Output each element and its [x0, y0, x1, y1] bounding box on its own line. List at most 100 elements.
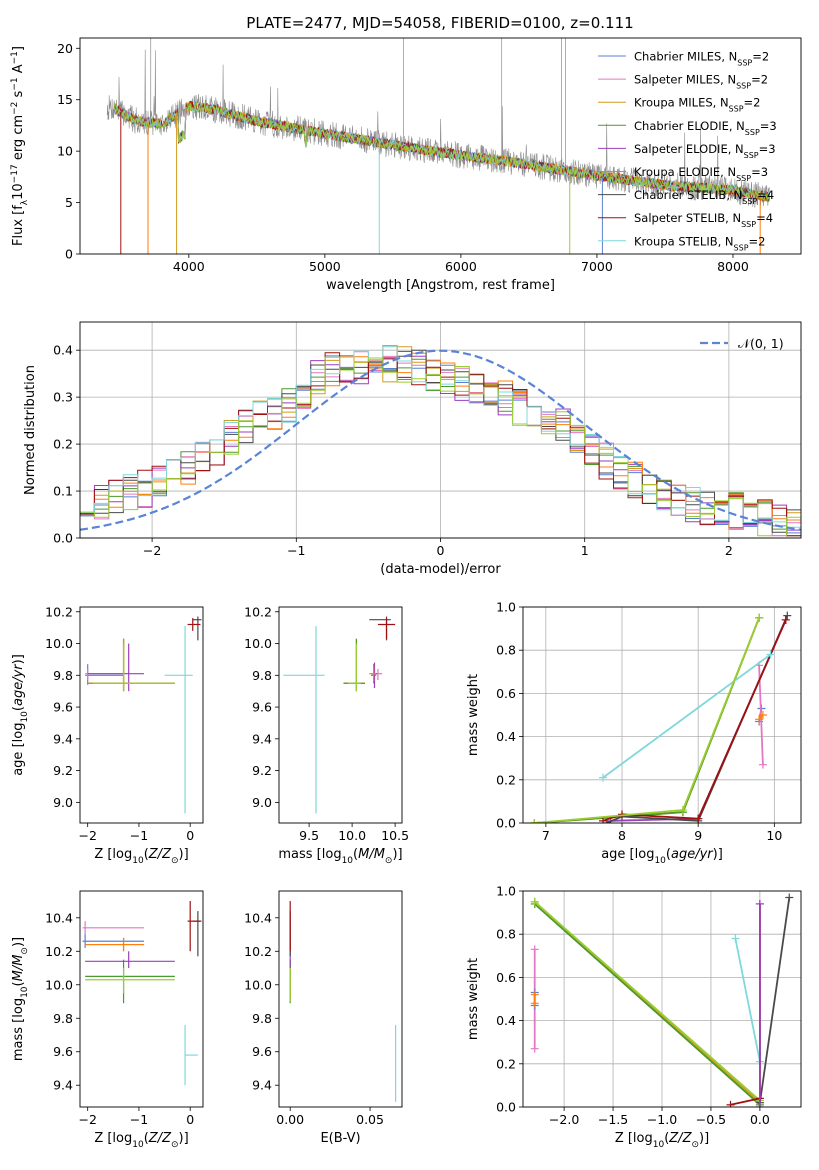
axes-frame [522, 606, 802, 824]
legend-label-tail: =4 [757, 188, 774, 202]
y-axis-label-part: 10 [20, 711, 30, 723]
x-axis-label-part: 10 [132, 1140, 144, 1150]
x-tick-label: 0 [437, 543, 445, 558]
errorbar-chabrier-miles [85, 664, 124, 685]
y-axis-label-part: mass weight [466, 958, 481, 1040]
axes-frame [79, 321, 802, 539]
y-tick-label: 0.0 [53, 531, 73, 546]
weight-marker [731, 934, 740, 943]
y-tick-label: 0.4 [53, 343, 73, 358]
x-axis-label-part: 10 [654, 856, 666, 866]
x-axis-label: wavelength [Angstrom, rest frame] [326, 278, 555, 293]
y-axis-label: mass weight [466, 674, 481, 756]
x-tick-label: 8000 [717, 259, 749, 274]
x-tick-label: −2.0 [549, 1112, 579, 1127]
legend-label-sub: SSP [745, 127, 760, 136]
x-tick-label: 6000 [445, 259, 477, 274]
weight-marker [783, 611, 792, 620]
errorbar-salpeter-stelib [187, 901, 201, 952]
y-axis-label-part: A [11, 64, 26, 77]
y-tick-label: 0.2 [496, 772, 516, 787]
y-tick-label: 9.2 [53, 763, 73, 778]
errorbar-chabrier-stelib [192, 616, 202, 641]
x-tick-label: −1 [287, 543, 305, 558]
y-tick-label: 9.4 [53, 1078, 73, 1093]
y-axis-label-part: )] [11, 654, 26, 664]
y-tick-label: 1.0 [496, 884, 516, 899]
legend-label-tail: =3 [759, 142, 776, 156]
y-tick-label: 10.4 [244, 910, 272, 925]
errorbar-salpeter-miles [85, 668, 124, 681]
legend-label-sub: SSP [734, 243, 749, 252]
plot-area-residual_hist [80, 345, 801, 537]
plot-area-weight_vs_age [530, 611, 792, 823]
plot-area-mass_vs_ebv [289, 901, 397, 1102]
x-axis-label: mass [log10(M/M⊙)] [278, 847, 402, 866]
x-axis-label-part: 10 [653, 1140, 665, 1150]
weight-marker [598, 816, 607, 823]
legend-label-tail: =4 [756, 211, 773, 225]
y-tick-label: 9.8 [53, 668, 73, 683]
weight-marker [781, 615, 790, 624]
legend-label-tail: =2 [752, 50, 769, 64]
x-axis-label: (data-model)/error [380, 562, 501, 577]
x-tick-label: 7000 [581, 259, 613, 274]
plot-area-spectrum [106, 38, 770, 254]
legend-label-base: Salpeter MILES, N [634, 73, 736, 87]
x-axis-label-part: ( [144, 1131, 149, 1146]
errorbar-chabrier-miles [82, 934, 145, 948]
y-axis-label-part: ( [11, 981, 26, 986]
x-axis-label-part: (data-model)/error [380, 562, 501, 577]
y-tick-label: 9.8 [53, 1011, 73, 1026]
y-tick-label: 9.8 [252, 668, 272, 683]
x-axis-label-part: ( [666, 847, 671, 862]
normal-curve [80, 349, 801, 531]
y-tick-label: 10.4 [45, 910, 73, 925]
x-axis-label-part: )] [179, 1131, 189, 1146]
legend-label-tail: =3 [751, 165, 768, 179]
weight-series-kroupa-elodie [755, 711, 767, 724]
legend-label-base: Salpeter STELIB, N [634, 211, 741, 225]
weight-line [759, 897, 791, 1103]
y-axis-label-part: λ [20, 199, 30, 205]
figure-title: PLATE=2477, MJD=54058, FIBERID=0100, z=0… [246, 14, 633, 32]
x-tick-label: 10.5 [381, 828, 409, 843]
weight-marker [755, 899, 764, 908]
axes-mass_vs_z: −2 −1 09.49.69.810.010.210.4Z [log10(Z/Z⊙)… [11, 890, 204, 1150]
weight-marker [530, 990, 539, 999]
y-axis-label: mass weight [466, 958, 481, 1040]
errorbar-salpeter-elodie [85, 951, 175, 969]
legend-label-base: Kroupa ELODIE, N [634, 165, 736, 179]
x-tick-label: 7 [542, 828, 550, 843]
y-tick-label: 10.2 [45, 944, 73, 959]
legend-label-sub: SSP [744, 150, 759, 159]
y-axis-label-part: −2 [10, 102, 20, 115]
weight-line [534, 901, 761, 1102]
x-axis-label-part: Z [log [94, 1131, 132, 1146]
legend-label-sub: SSP [736, 174, 751, 183]
y-tick-label: 0.4 [496, 1013, 516, 1028]
x-tick-label: −1.0 [647, 1112, 677, 1127]
x-tick-label: −1 [130, 828, 148, 843]
hist-legend-label: 𝒩(0, 1) [738, 336, 784, 351]
errorbar-salpeter-stelib [187, 618, 201, 631]
axes-frame [278, 606, 403, 824]
y-tick-label: 5 [65, 195, 73, 210]
y-axis-label-part: M/M [11, 955, 26, 982]
x-axis-label: E(B-V) [320, 1131, 360, 1146]
weight-marker [755, 715, 764, 724]
x-axis-label: Z [log10(Z/Z⊙)] [615, 1131, 709, 1150]
weight-series-extra_green [530, 613, 764, 823]
y-tick-label: 9.4 [252, 1078, 272, 1093]
x-axis-label-part: E(B-V) [320, 1131, 360, 1146]
x-axis-label-part: mass [log [278, 847, 341, 862]
x-axis-label-part: ( [353, 847, 358, 862]
errorbar-kroupa-stelib [283, 626, 325, 814]
x-axis-label-part: ⊙ [171, 856, 179, 866]
weight-marker [530, 945, 539, 954]
y-tick-label: 9.0 [252, 795, 272, 810]
x-tick-label: 9.5 [299, 828, 319, 843]
y-axis-label: age [log10(age/yr)] [11, 654, 30, 776]
